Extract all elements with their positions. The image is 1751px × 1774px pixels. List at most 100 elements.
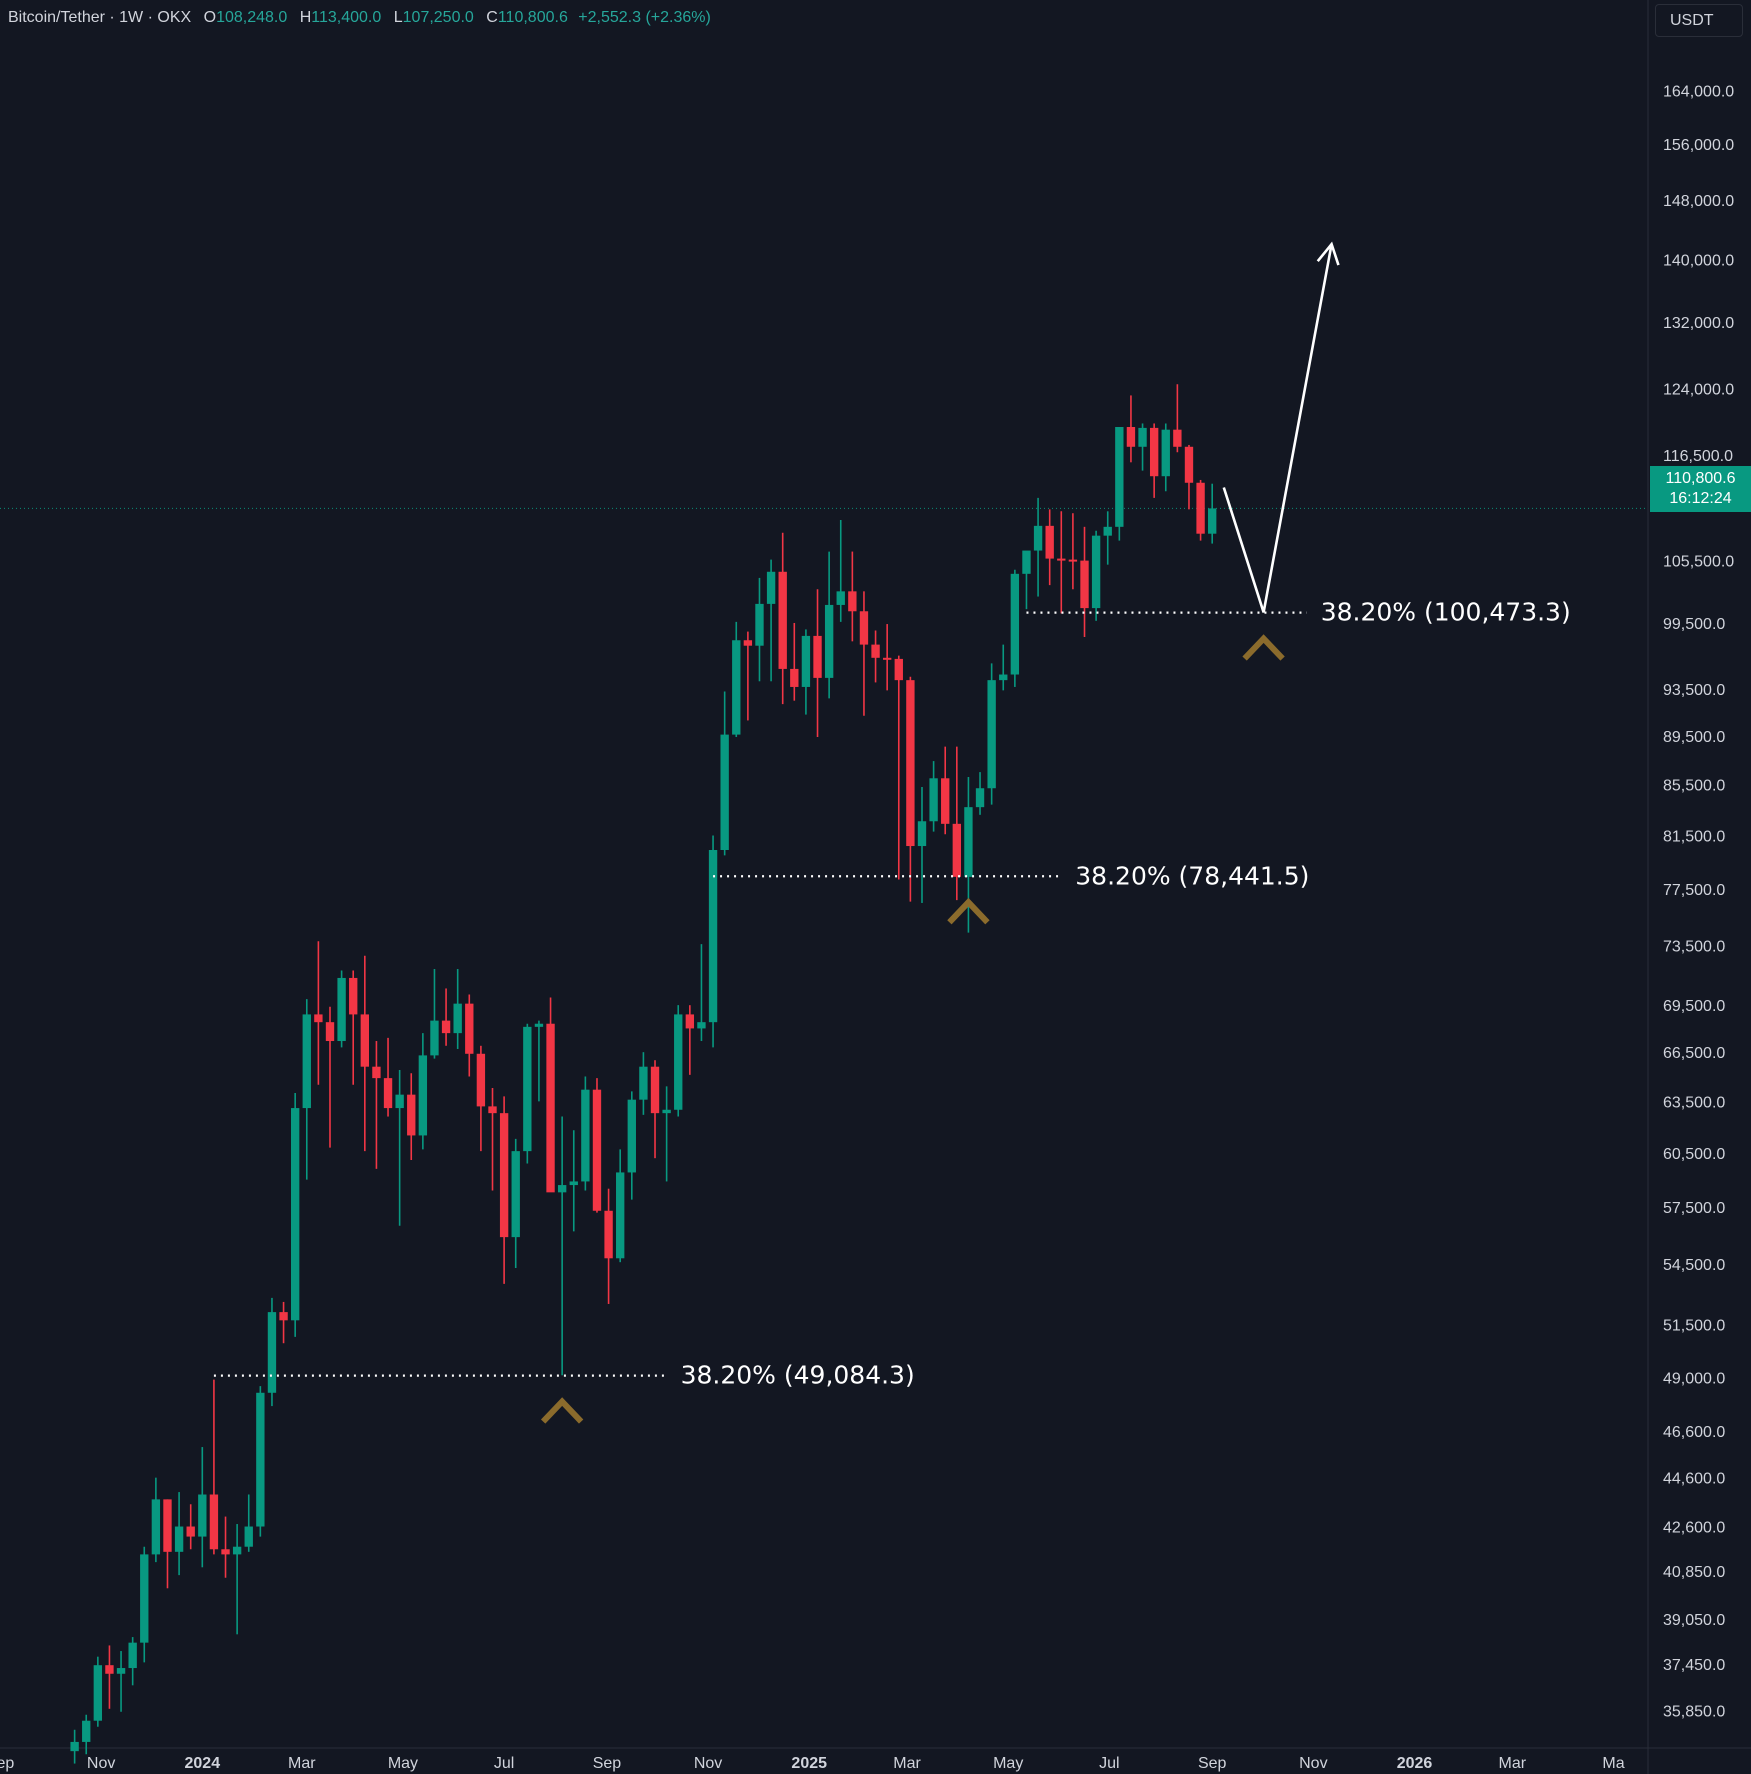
time-axis-tick-label: May	[388, 1755, 418, 1772]
time-axis-tick-label: 2026	[1397, 1755, 1433, 1772]
candle-body	[511, 1151, 520, 1238]
symbol-name[interactable]: Bitcoin/Tether · 1W · OKX	[8, 9, 192, 26]
candle-body	[790, 668, 799, 687]
price-axis-tick-label: 42,600.0	[1663, 1520, 1725, 1537]
candle-body	[627, 1099, 636, 1173]
close-label: C	[486, 9, 498, 26]
price-axis-tick-label: 51,500.0	[1663, 1317, 1725, 1334]
candle-body	[441, 1020, 451, 1034]
time-axis-tick-label: Mar	[288, 1755, 316, 1772]
candle-body	[267, 1312, 277, 1393]
price-axis-tick-label: 49,000.0	[1663, 1370, 1725, 1387]
support-marker-icon	[1242, 634, 1285, 661]
candle-body	[395, 1094, 404, 1109]
currency-selector[interactable]: USDT	[1655, 4, 1743, 37]
candle-body	[964, 807, 973, 877]
candle-body	[82, 1720, 91, 1742]
price-axis-tick-label: 89,500.0	[1663, 729, 1725, 746]
candle-body	[1161, 429, 1170, 477]
candle-body	[685, 1014, 695, 1029]
time-axis-tick-label: Mar	[893, 1755, 921, 1772]
candle-body	[975, 788, 985, 808]
candle-body	[906, 680, 915, 847]
price-axis-tick-label: 99,500.0	[1663, 616, 1725, 633]
candle-body	[523, 1026, 532, 1152]
candle-body	[697, 1022, 706, 1029]
candle-body	[418, 1055, 428, 1136]
price-axis-tick-label: 60,500.0	[1663, 1146, 1725, 1163]
candle-body	[1208, 508, 1217, 534]
candle-body	[999, 674, 1008, 681]
candle-body	[209, 1494, 219, 1550]
candle-body	[232, 1546, 242, 1555]
candle-body	[302, 1014, 311, 1109]
candle-body	[743, 640, 753, 646]
price-axis-tick-label: 148,000.0	[1663, 193, 1734, 210]
candle-body	[1022, 550, 1031, 574]
time-axis-tick-label: Nov	[87, 1755, 115, 1772]
price-axis-tick-label: 40,850.0	[1663, 1564, 1725, 1581]
last-price-value: 110,800.6	[1665, 470, 1736, 487]
candle-body	[534, 1023, 544, 1027]
candle-body	[639, 1066, 648, 1100]
time-axis-tick-label: May	[993, 1755, 1023, 1772]
price-axis-tick-label: 69,500.0	[1663, 998, 1725, 1015]
close-value: 110,800.6	[497, 9, 568, 26]
change-value: +2,552.3 (+2.36%)	[578, 9, 711, 26]
candle-body	[163, 1499, 172, 1552]
projection-path	[1222, 243, 1333, 613]
price-axis-tick-label: 57,500.0	[1663, 1200, 1725, 1217]
candle-body	[1045, 525, 1054, 559]
candle-body	[244, 1526, 253, 1547]
candle-body	[1184, 446, 1194, 483]
candle-body	[1033, 525, 1043, 551]
candle-body	[929, 778, 938, 822]
candle-body	[941, 778, 950, 824]
price-axis-tick-label: 164,000.0	[1663, 84, 1734, 101]
price-axis-tick-label: 54,500.0	[1663, 1257, 1725, 1274]
candle-body	[766, 571, 776, 604]
price-axis-tick-label: 66,500.0	[1663, 1045, 1725, 1062]
projection-arrowhead-icon	[1316, 241, 1340, 266]
time-axis-tick-label: Ma	[1602, 1755, 1624, 1772]
candle-body	[93, 1665, 103, 1721]
price-axis-tick-label: 63,500.0	[1663, 1094, 1725, 1111]
candle-body	[894, 658, 903, 681]
price-axis-tick-label: 39,050.0	[1663, 1612, 1725, 1629]
candle-body	[349, 977, 358, 1015]
time-axis-tick-label: Jul	[1099, 1755, 1119, 1772]
candle-body	[581, 1089, 590, 1182]
candle-body	[430, 1020, 439, 1056]
candle-body	[604, 1210, 613, 1259]
candle-body	[1080, 560, 1089, 609]
candle-body	[801, 635, 811, 687]
candle-body	[859, 611, 869, 645]
candle-body	[186, 1526, 195, 1537]
support-marker-icon	[540, 1397, 584, 1424]
candle-body	[720, 734, 729, 851]
price-axis-tick-label: 81,500.0	[1663, 829, 1725, 846]
candle-body	[499, 1113, 509, 1238]
candle-body	[70, 1741, 79, 1752]
time-axis-tick-label: Nov	[1299, 1755, 1327, 1772]
price-axis-tick-label: 132,000.0	[1663, 315, 1734, 332]
high-value: 113,400.0	[311, 9, 382, 26]
candle-body	[337, 977, 346, 1042]
candle-body	[256, 1392, 265, 1527]
candle-body	[290, 1108, 300, 1321]
candle-body	[650, 1066, 660, 1114]
candle-body	[151, 1499, 161, 1555]
low-value: 107,250.0	[402, 9, 474, 26]
candle-body	[140, 1554, 149, 1643]
open-value: 108,248.0	[216, 9, 288, 26]
time-axis-tick-label: Nov	[694, 1755, 722, 1772]
candle-body	[476, 1053, 486, 1107]
price-axis-tick-label: 140,000.0	[1663, 252, 1734, 269]
open-label: O	[203, 9, 217, 26]
candle-body	[1010, 573, 1020, 675]
candle-body	[732, 640, 741, 735]
time-axis-tick-label: Jul	[494, 1755, 514, 1772]
